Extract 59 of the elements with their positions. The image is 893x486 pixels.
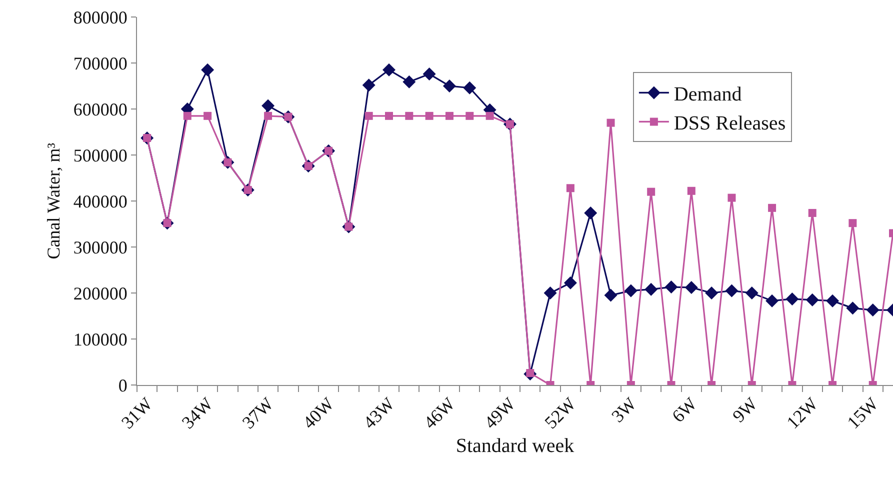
y-tick-label: 400000 <box>73 191 128 212</box>
point <box>463 81 476 94</box>
point <box>183 112 192 120</box>
point <box>385 112 393 120</box>
point <box>566 184 574 192</box>
point <box>647 188 656 196</box>
point <box>201 63 214 76</box>
point <box>364 112 373 120</box>
y-tick-label: 0 <box>118 375 128 396</box>
point <box>806 293 819 306</box>
y-tick-label: 300000 <box>73 237 128 258</box>
point <box>684 280 698 294</box>
point <box>848 219 857 228</box>
point <box>564 276 577 290</box>
legend-label: Demand <box>674 84 742 106</box>
point <box>745 286 758 300</box>
point <box>264 112 272 120</box>
point <box>544 286 557 300</box>
point <box>866 304 880 317</box>
point <box>405 112 414 120</box>
point <box>768 204 776 212</box>
point <box>664 280 678 294</box>
legend-label: DSS Releases <box>674 112 786 134</box>
point <box>442 80 456 92</box>
point <box>466 112 474 120</box>
point <box>687 186 696 195</box>
y-tick-label: 100000 <box>73 329 128 350</box>
point <box>422 68 436 81</box>
y-tick-label: 500000 <box>73 145 128 166</box>
point <box>624 284 638 298</box>
point <box>604 288 618 302</box>
point <box>786 292 799 306</box>
y-tick-label: 600000 <box>73 99 128 120</box>
point <box>362 78 376 92</box>
point <box>402 75 416 88</box>
y-axis-title: Canal Water, m³ <box>44 142 64 260</box>
x-tick-label: 9W <box>728 394 762 426</box>
point <box>486 112 494 120</box>
x-tick-label: 6W <box>668 394 701 426</box>
y-tick-label: 800000 <box>73 7 128 28</box>
point <box>808 208 816 217</box>
point <box>606 118 615 127</box>
point <box>766 294 779 308</box>
point <box>644 282 658 296</box>
point <box>382 63 396 76</box>
point <box>425 112 434 120</box>
point <box>584 206 598 220</box>
point <box>826 294 840 308</box>
y-tick-label: 200000 <box>73 283 128 304</box>
point <box>204 112 212 120</box>
point <box>445 112 454 120</box>
point <box>725 284 738 298</box>
point <box>705 286 718 300</box>
y-tick-label: 700000 <box>73 53 128 74</box>
point <box>262 99 275 112</box>
point <box>846 302 860 315</box>
point <box>728 194 736 202</box>
x-axis-title: Standard week <box>456 435 574 458</box>
x-tick-label: 3W <box>608 394 640 426</box>
